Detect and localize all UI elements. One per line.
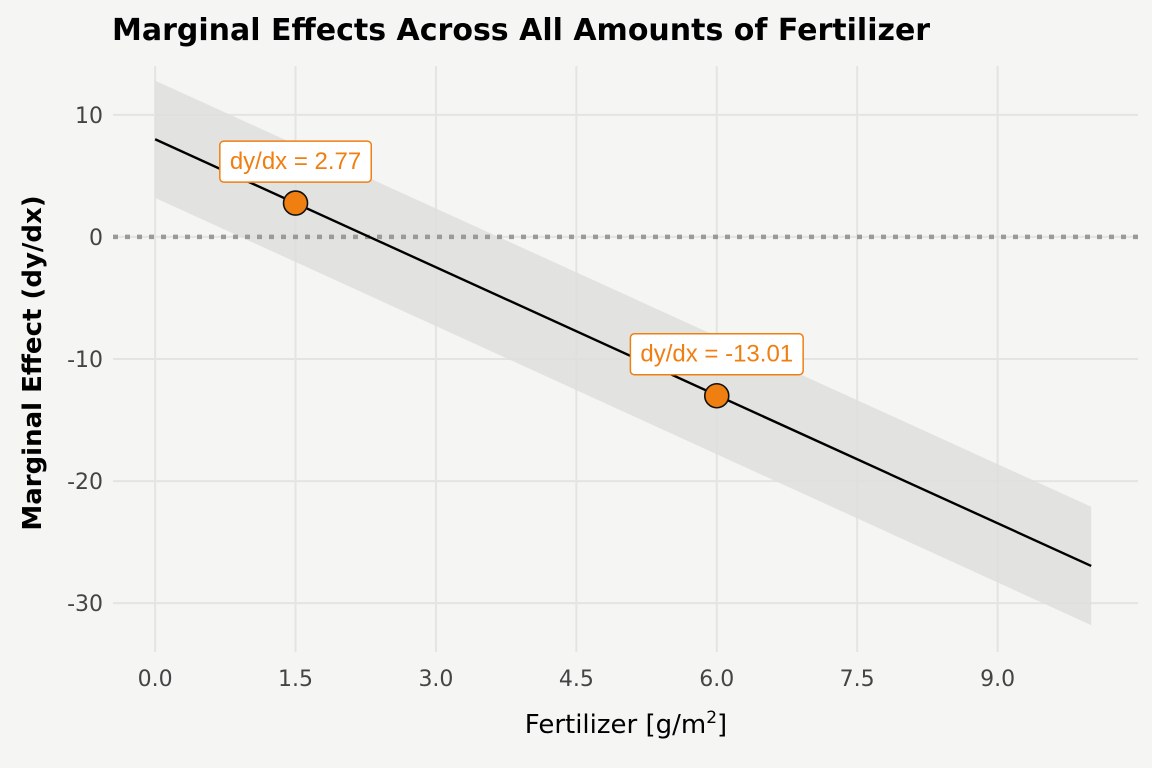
x-tick-label: 9.0 [980,667,1015,692]
y-tick-label: -10 [67,348,103,373]
y-tick-label: 0 [89,226,103,251]
annotation-box [629,332,804,376]
annotation-box [219,140,373,183]
highlight-point [282,190,309,216]
annotation-label: dy/dx = 2.77 [230,148,361,175]
highlight-points-layer: dy/dx = 2.77 dy/dx = -13.01 [219,140,804,409]
x-tick-label: 0.0 [138,667,173,692]
y-tick-label: 10 [75,104,103,129]
marginal-effect-line [154,138,1092,568]
x-axis-title: Fertilizer [g/m2] [525,708,727,740]
x-tick-label: 1.5 [278,667,313,692]
chart-title: Marginal Effects Across All Amounts of F… [112,13,930,48]
point-annotation: dy/dx = -13.01 [629,332,804,376]
x-tick-label: 6.0 [699,667,734,692]
x-tick-labels: 0.0 1.5 3.0 4.5 6.0 7.5 9.0 [138,667,1015,692]
x-tick-label: 7.5 [840,667,875,692]
x-tick-label: 4.5 [559,667,594,692]
point-annotation: dy/dx = 2.77 [219,140,373,183]
y-axis-title: Marginal Effect (dy/dx) [18,195,48,530]
annotation-label: dy/dx = -13.01 [640,341,793,368]
y-tick-labels: 10 0 -10 -20 -30 [67,104,103,617]
highlight-point [703,382,730,409]
x-tick-label: 3.0 [418,667,453,692]
y-tick-label: -30 [67,592,103,617]
y-tick-label: -20 [67,470,103,495]
series-line-layer [154,138,1092,568]
